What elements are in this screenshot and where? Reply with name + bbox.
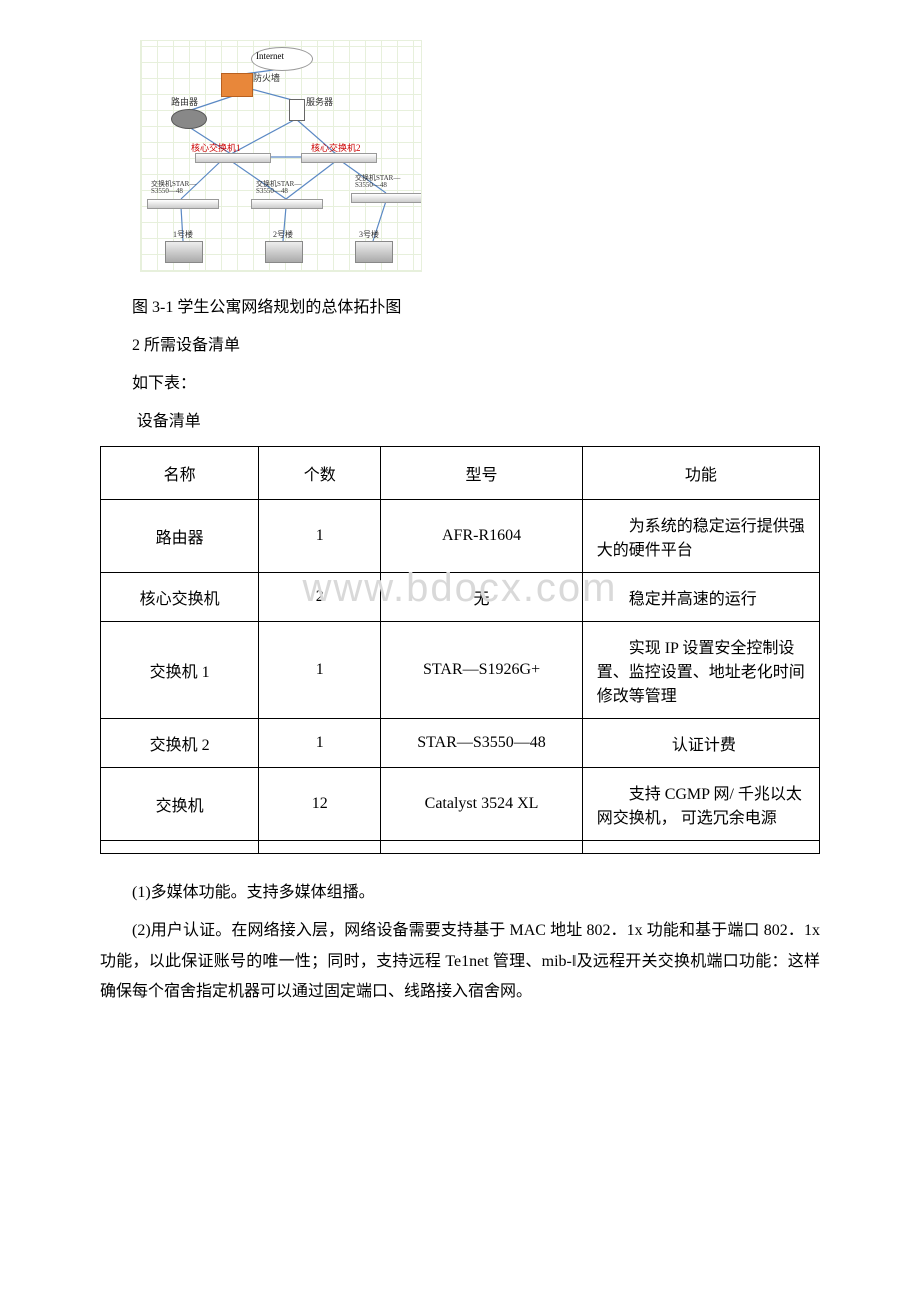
paragraph-2: (2)用户认证。在网络接入层，网络设备需要支持基于 MAC 地址 802．1x … (100, 916, 820, 1007)
cell-model: 无 (381, 573, 582, 622)
core-switch-2-label: 核心交换机2 (311, 141, 361, 154)
cell-model: AFR-R1604 (381, 500, 582, 573)
table-title: 设备清单 (100, 406, 820, 438)
cell-count: 1 (259, 500, 381, 573)
cell-model: Catalyst 3524 XL (381, 768, 582, 841)
cell-count: 1 (259, 622, 381, 719)
firewall-node (221, 73, 253, 97)
switch-2 (251, 199, 323, 209)
table-row: 路由器 1 AFR-R1604 为系统的稳定运行提供强大的硬件平台 (101, 500, 820, 573)
switch-1 (147, 199, 219, 209)
switch-2-label: 交换机STAR—S3550—48 (256, 181, 301, 195)
table-row: 交换机 2 1 STAR—S3550—48 认证计费 (101, 719, 820, 768)
firewall-label: 防火墙 (253, 71, 280, 84)
cell-name: 交换机 1 (101, 622, 259, 719)
table-empty-row (101, 841, 820, 854)
section-2-heading: 2 所需设备清单 (100, 330, 820, 362)
switch-3-label: 交换机STAR—S3550—48 (355, 175, 400, 189)
th-name: 名称 (101, 447, 259, 500)
as-below-text: 如下表： (100, 368, 820, 400)
building-3 (355, 241, 393, 263)
building-3-label: 3号楼 (359, 229, 379, 240)
table-header-row: 名称 个数 型号 功能 (101, 447, 820, 500)
cell-count: 12 (259, 768, 381, 841)
cell-func: 稳定并高速的运行 (582, 573, 819, 622)
building-1 (165, 241, 203, 263)
paragraph-1: (1)多媒体功能。支持多媒体组播。 (100, 878, 820, 908)
th-count: 个数 (259, 447, 381, 500)
cell-name: 交换机 2 (101, 719, 259, 768)
table-row: 核心交换机 2 无 稳定并高速的运行 (101, 573, 820, 622)
building-2 (265, 241, 303, 263)
table-row: 交换机 12 Catalyst 3524 XL 支持 CGMP 网/ 千兆以太网… (101, 768, 820, 841)
internet-label: Internet (256, 51, 284, 61)
server-node (289, 99, 305, 121)
cell-count: 1 (259, 719, 381, 768)
cell-func: 为系统的稳定运行提供强大的硬件平台 (582, 500, 819, 573)
switch-1-label: 交换机STAR—S3550—48 (151, 181, 196, 195)
cell-model: STAR—S3550—48 (381, 719, 582, 768)
equipment-table: 名称 个数 型号 功能 路由器 1 AFR-R1604 为系统的稳定运行提供强大… (100, 446, 820, 854)
cell-func: 认证计费 (582, 719, 819, 768)
cell-func: 实现 IP 设置安全控制设置、监控设置、地址老化时间修改等管理 (582, 622, 819, 719)
figure-caption: 图 3-1 学生公寓网络规划的总体拓扑图 (100, 292, 820, 324)
cell-func: 支持 CGMP 网/ 千兆以太网交换机， 可选冗余电源 (582, 768, 819, 841)
th-func: 功能 (582, 447, 819, 500)
building-2-label: 2号楼 (273, 229, 293, 240)
cell-model: STAR—S1926G+ (381, 622, 582, 719)
network-diagram: Internet 防火墙 服务器 路由器 核心交换机1 核心交换机2 交换机ST… (140, 40, 820, 272)
router-label: 路由器 (171, 95, 198, 108)
core-switch-1 (195, 153, 271, 163)
cell-name: 核心交换机 (101, 573, 259, 622)
th-model: 型号 (381, 447, 582, 500)
building-1-label: 1号楼 (173, 229, 193, 240)
core-switch-2 (301, 153, 377, 163)
router-node (171, 109, 207, 129)
switch-3 (351, 193, 422, 203)
core-switch-1-label: 核心交换机1 (191, 141, 241, 154)
server-label: 服务器 (306, 95, 333, 108)
cell-name: 路由器 (101, 500, 259, 573)
table-row: 交换机 1 1 STAR—S1926G+ 实现 IP 设置安全控制设置、监控设置… (101, 622, 820, 719)
cell-count: 2 (259, 573, 381, 622)
cell-name: 交换机 (101, 768, 259, 841)
